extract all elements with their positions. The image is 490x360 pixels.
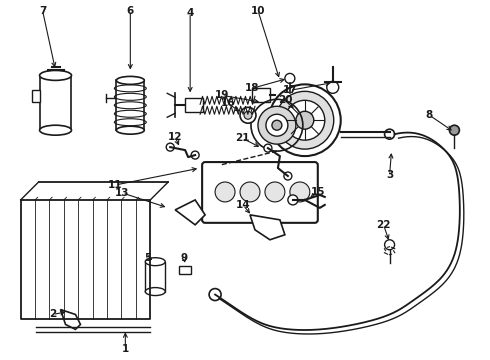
Ellipse shape — [272, 120, 282, 130]
Text: 9: 9 — [181, 253, 188, 263]
Circle shape — [290, 182, 310, 202]
Circle shape — [284, 172, 292, 180]
Ellipse shape — [116, 126, 144, 134]
Circle shape — [166, 143, 174, 151]
Ellipse shape — [276, 91, 334, 149]
Circle shape — [265, 182, 285, 202]
Circle shape — [327, 81, 339, 93]
Text: 15: 15 — [311, 187, 325, 197]
Circle shape — [285, 73, 295, 84]
Text: 2: 2 — [49, 310, 56, 319]
Circle shape — [244, 111, 252, 119]
Circle shape — [449, 125, 460, 135]
Bar — [145, 262, 165, 292]
Ellipse shape — [258, 106, 296, 144]
Circle shape — [385, 129, 394, 139]
Polygon shape — [61, 310, 80, 329]
Text: 7: 7 — [39, 6, 46, 15]
Text: 18: 18 — [245, 84, 259, 93]
Bar — [185, 98, 203, 112]
Circle shape — [385, 240, 394, 250]
Ellipse shape — [269, 84, 341, 156]
Text: 19: 19 — [215, 90, 229, 100]
Ellipse shape — [116, 76, 144, 84]
Bar — [40, 75, 72, 130]
Bar — [116, 80, 144, 130]
Text: 21: 21 — [235, 133, 249, 143]
Circle shape — [209, 289, 221, 301]
Circle shape — [288, 195, 298, 205]
Text: 10: 10 — [251, 6, 265, 15]
Text: 6: 6 — [127, 6, 134, 15]
Text: 22: 22 — [376, 220, 391, 230]
Text: 8: 8 — [426, 110, 433, 120]
Text: 20: 20 — [278, 95, 292, 105]
Ellipse shape — [266, 114, 288, 136]
Ellipse shape — [285, 100, 325, 140]
Bar — [179, 266, 191, 274]
FancyBboxPatch shape — [202, 162, 318, 223]
Text: 4: 4 — [187, 8, 194, 18]
Text: 17: 17 — [283, 85, 297, 95]
Polygon shape — [250, 215, 285, 240]
Polygon shape — [175, 200, 205, 225]
Text: 14: 14 — [236, 200, 250, 210]
Bar — [252, 88, 270, 102]
Text: 1: 1 — [122, 345, 129, 354]
Circle shape — [191, 151, 199, 159]
Text: 3: 3 — [386, 170, 393, 180]
Circle shape — [240, 182, 260, 202]
Ellipse shape — [296, 111, 314, 129]
Ellipse shape — [40, 125, 72, 135]
Ellipse shape — [145, 258, 165, 266]
Circle shape — [215, 182, 235, 202]
Text: 5: 5 — [145, 253, 152, 263]
Circle shape — [240, 107, 256, 123]
Circle shape — [264, 144, 272, 152]
Bar — [32, 90, 40, 102]
Ellipse shape — [40, 71, 72, 80]
Text: 12: 12 — [168, 132, 182, 142]
Text: 16: 16 — [221, 98, 235, 108]
Text: 13: 13 — [115, 188, 129, 198]
Text: 11: 11 — [108, 180, 122, 190]
Ellipse shape — [145, 288, 165, 296]
